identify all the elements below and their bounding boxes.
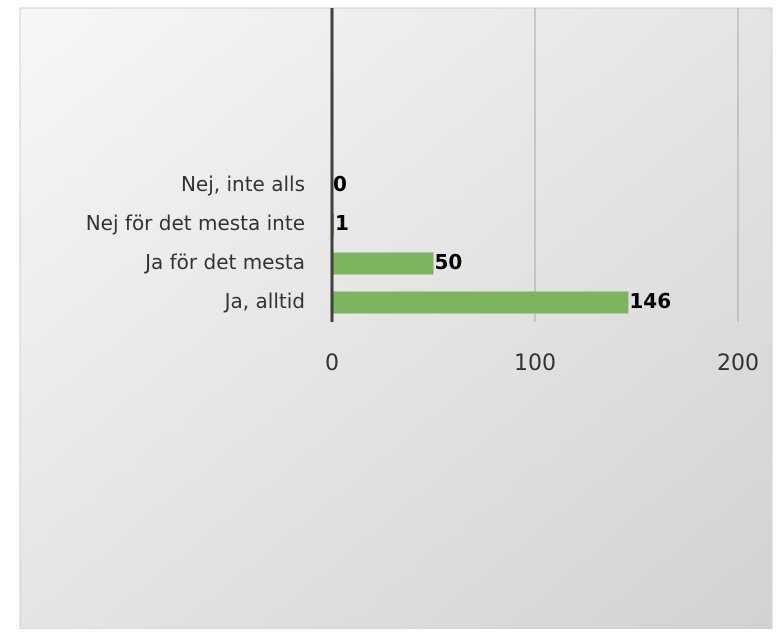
data-label: 146 [629,289,671,313]
x-tick-label: 100 [514,351,556,376]
data-label: 1 [335,211,349,235]
chart-area [19,7,773,630]
x-tick-label: 0 [325,351,339,376]
y-tick-label: Nej för det mesta inte [86,211,305,235]
bar [332,252,434,275]
y-tick-label: Ja för det mesta [143,250,305,274]
bar [332,291,629,314]
x-tick-label: 200 [717,351,759,376]
y-tick-label: Nej, inte alls [181,172,305,196]
data-label: 0 [333,172,347,196]
y-tick-label: Ja, alltid [223,289,305,313]
data-label: 50 [435,250,463,274]
